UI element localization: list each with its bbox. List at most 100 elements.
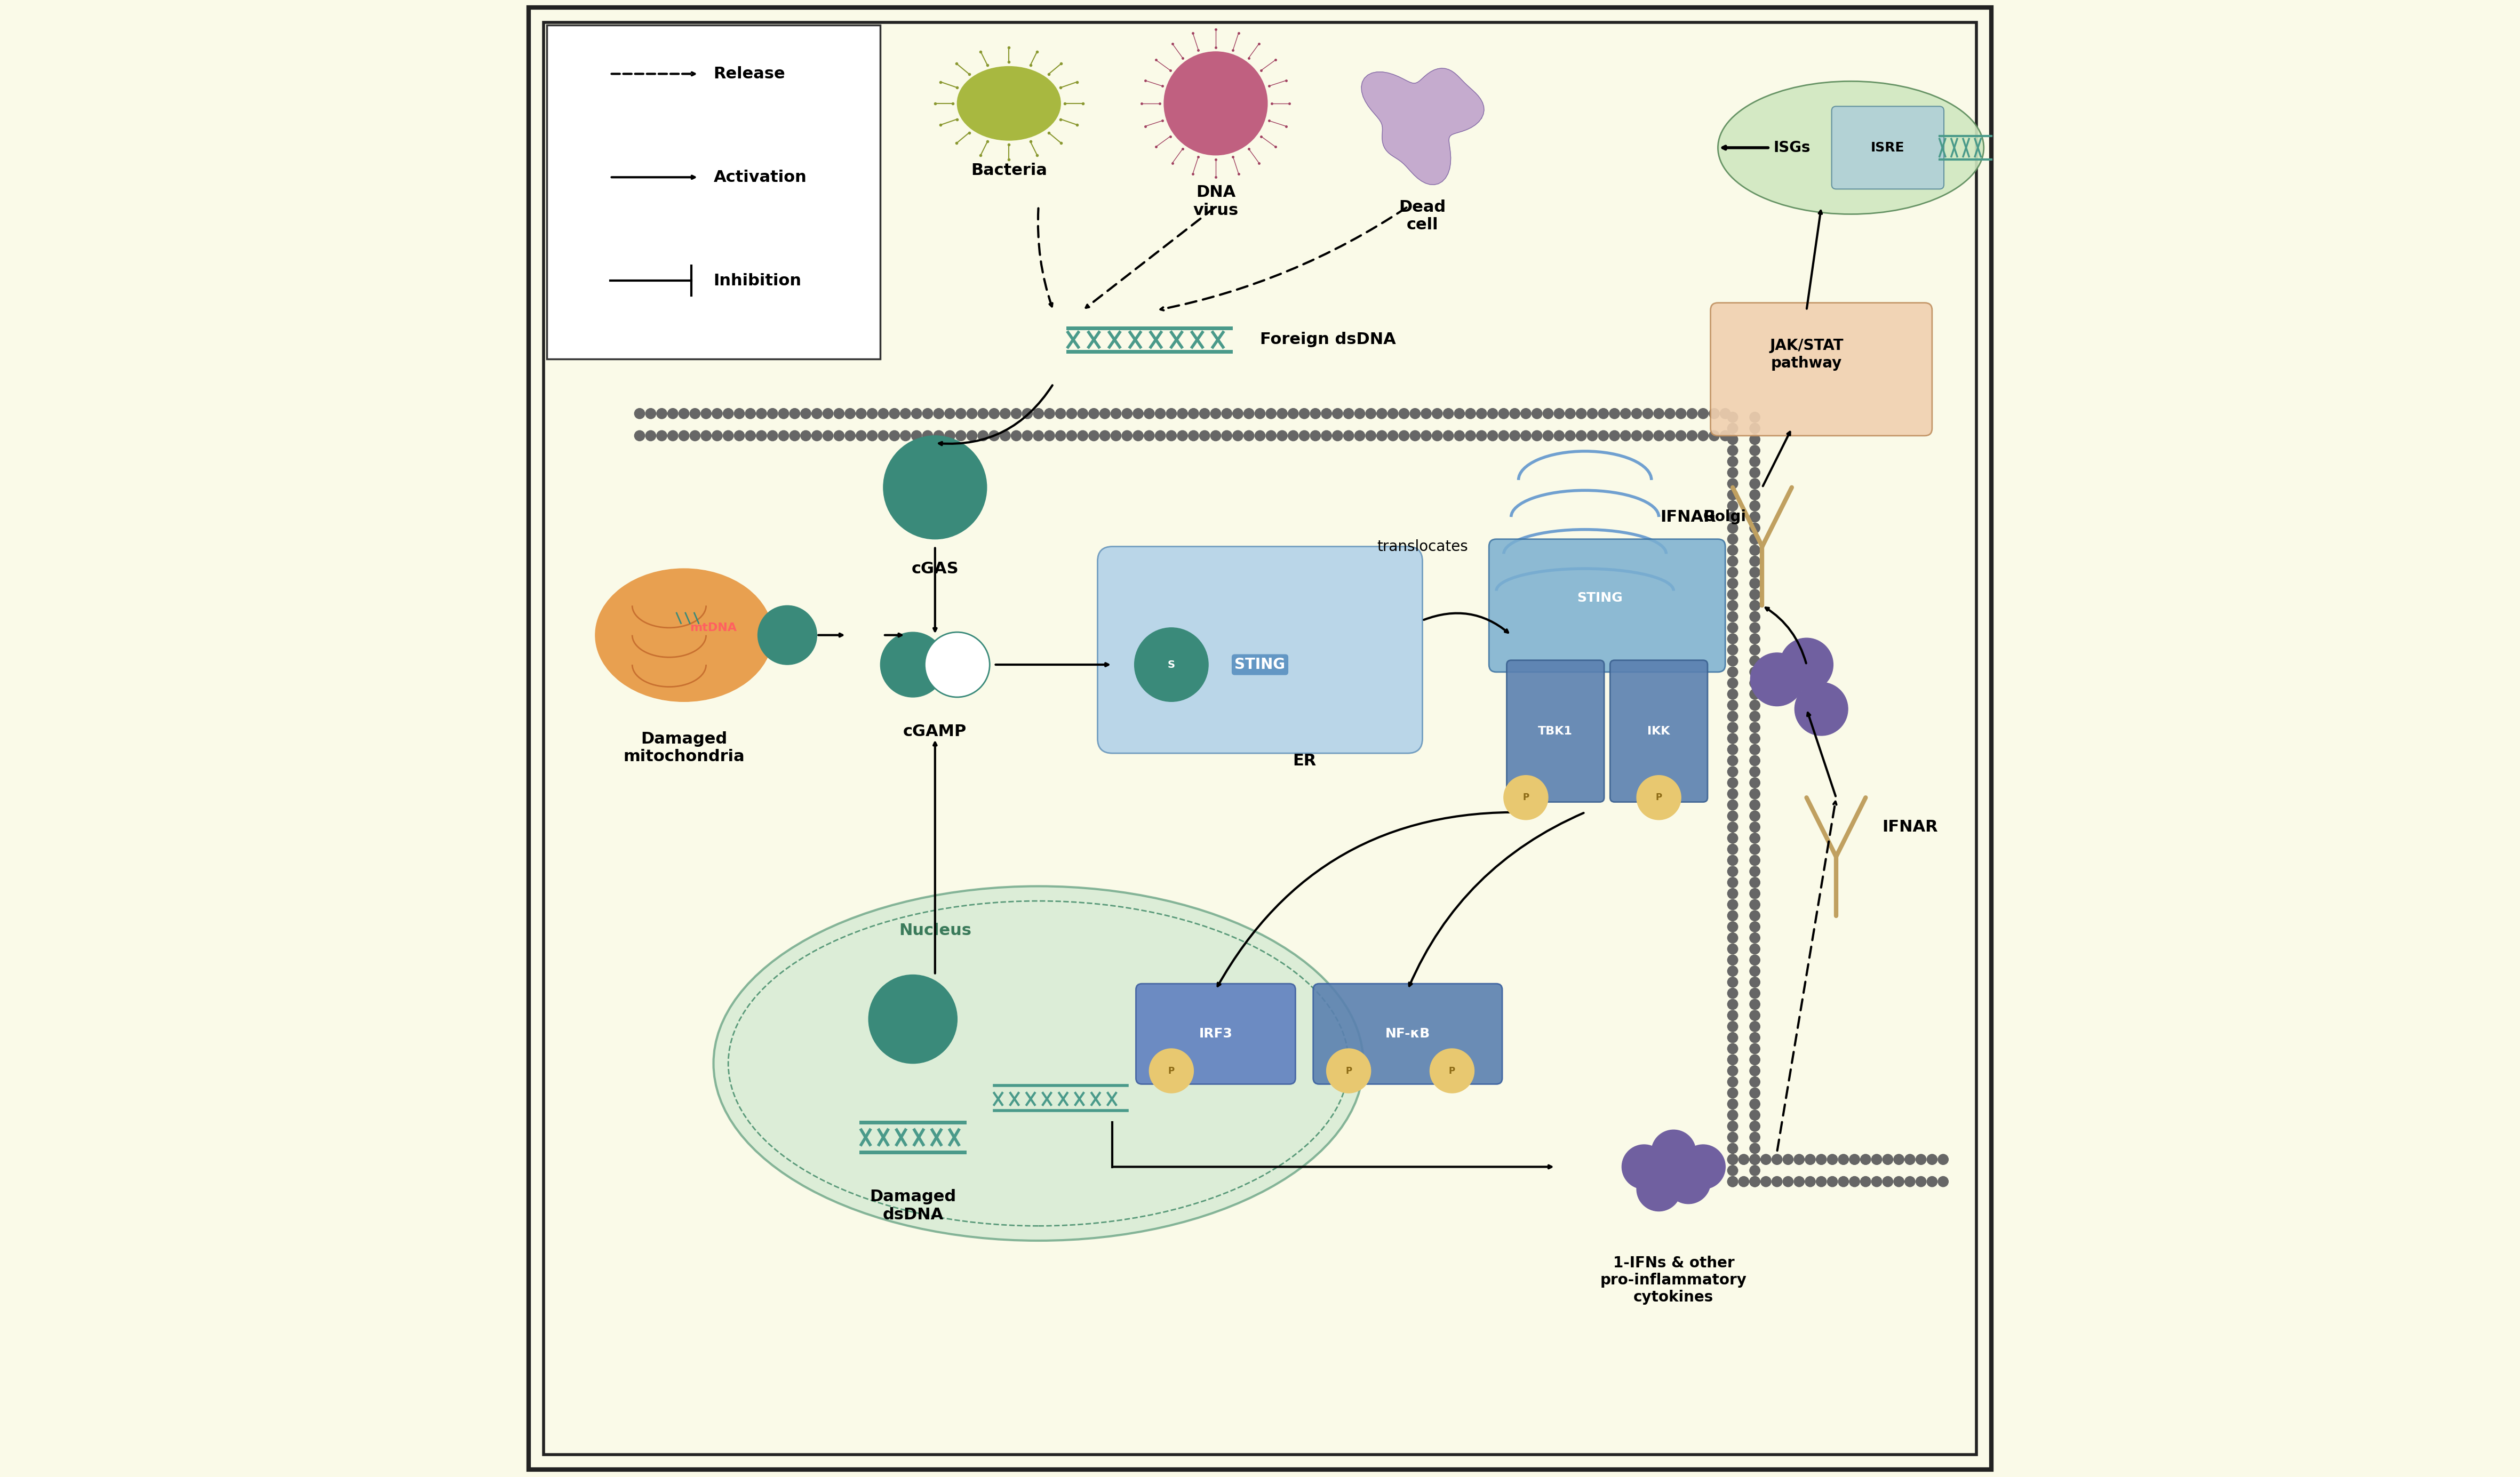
Circle shape (1729, 877, 1739, 888)
Circle shape (645, 408, 655, 418)
Circle shape (1729, 710, 1739, 721)
Circle shape (978, 408, 988, 418)
Circle shape (1729, 811, 1739, 821)
Circle shape (1326, 1049, 1371, 1093)
Circle shape (1749, 734, 1759, 743)
Circle shape (1749, 611, 1759, 622)
Circle shape (1729, 1032, 1739, 1043)
Circle shape (1666, 408, 1676, 418)
Circle shape (1804, 1155, 1814, 1164)
Circle shape (1610, 431, 1620, 442)
Text: translocates: translocates (1376, 539, 1469, 554)
Circle shape (968, 431, 978, 442)
Circle shape (756, 408, 766, 418)
Circle shape (1905, 1176, 1915, 1188)
Circle shape (1729, 845, 1739, 854)
Circle shape (945, 431, 955, 442)
Circle shape (1376, 431, 1386, 442)
Circle shape (1749, 557, 1759, 566)
Circle shape (1729, 978, 1739, 987)
Text: DNA
virus: DNA virus (1192, 185, 1237, 219)
Circle shape (1729, 954, 1739, 966)
Circle shape (1893, 1176, 1905, 1188)
Circle shape (723, 431, 733, 442)
Circle shape (1749, 589, 1759, 600)
Circle shape (1698, 431, 1709, 442)
Ellipse shape (958, 66, 1061, 140)
Circle shape (1749, 668, 1759, 676)
Circle shape (1729, 567, 1739, 578)
Circle shape (1729, 1155, 1739, 1164)
Circle shape (1729, 700, 1739, 710)
Circle shape (1729, 623, 1739, 632)
Circle shape (1872, 1176, 1882, 1188)
Circle shape (769, 431, 779, 442)
Circle shape (1300, 408, 1310, 418)
Text: mtDNA: mtDNA (690, 622, 736, 634)
Circle shape (925, 632, 990, 697)
Circle shape (1121, 431, 1131, 442)
Circle shape (1444, 431, 1454, 442)
Circle shape (1729, 1155, 1739, 1164)
Circle shape (1882, 1176, 1893, 1188)
Circle shape (1749, 855, 1759, 866)
Circle shape (1749, 523, 1759, 533)
Circle shape (1729, 1087, 1739, 1099)
Circle shape (1749, 656, 1759, 666)
Circle shape (1928, 1155, 1938, 1164)
Circle shape (879, 632, 945, 697)
Circle shape (1729, 1176, 1739, 1188)
Circle shape (1749, 422, 1759, 434)
Circle shape (1729, 467, 1739, 477)
Text: P: P (1656, 793, 1663, 802)
Circle shape (1245, 408, 1255, 418)
Circle shape (1389, 408, 1399, 418)
Circle shape (1499, 408, 1509, 418)
Circle shape (1023, 431, 1033, 442)
Circle shape (1729, 1143, 1739, 1154)
Circle shape (1749, 954, 1759, 966)
Circle shape (1265, 408, 1275, 418)
Circle shape (1635, 1167, 1681, 1211)
Circle shape (1749, 1087, 1759, 1099)
Circle shape (1681, 1145, 1726, 1189)
Circle shape (1177, 431, 1187, 442)
Text: NF-κB: NF-κB (1386, 1028, 1431, 1040)
Circle shape (733, 408, 743, 418)
Circle shape (1366, 408, 1376, 418)
Circle shape (1111, 431, 1121, 442)
Circle shape (1827, 1176, 1837, 1188)
Circle shape (1729, 755, 1739, 765)
Circle shape (1729, 1121, 1739, 1131)
Text: ER: ER (1293, 753, 1315, 768)
Circle shape (1905, 1155, 1915, 1164)
Circle shape (1749, 1176, 1759, 1188)
Circle shape (1099, 431, 1111, 442)
Circle shape (1509, 431, 1520, 442)
Circle shape (1686, 408, 1698, 418)
Circle shape (1850, 1176, 1860, 1188)
Text: P: P (1169, 1066, 1174, 1075)
Circle shape (1079, 431, 1089, 442)
Circle shape (1167, 408, 1177, 418)
Circle shape (1749, 688, 1759, 699)
Circle shape (1749, 966, 1759, 976)
Circle shape (746, 431, 756, 442)
Circle shape (1729, 1043, 1739, 1055)
Circle shape (1729, 801, 1739, 809)
Ellipse shape (595, 569, 774, 702)
FancyBboxPatch shape (529, 7, 1991, 1470)
Circle shape (1421, 408, 1431, 418)
Circle shape (1033, 431, 1043, 442)
Circle shape (988, 431, 1000, 442)
Circle shape (1023, 408, 1033, 418)
Circle shape (1729, 656, 1739, 666)
Circle shape (1149, 1049, 1194, 1093)
Circle shape (668, 408, 678, 418)
FancyBboxPatch shape (1137, 984, 1295, 1084)
Circle shape (1872, 1155, 1882, 1164)
Circle shape (746, 408, 756, 418)
Circle shape (955, 408, 965, 418)
Circle shape (1356, 431, 1366, 442)
Circle shape (1542, 431, 1552, 442)
